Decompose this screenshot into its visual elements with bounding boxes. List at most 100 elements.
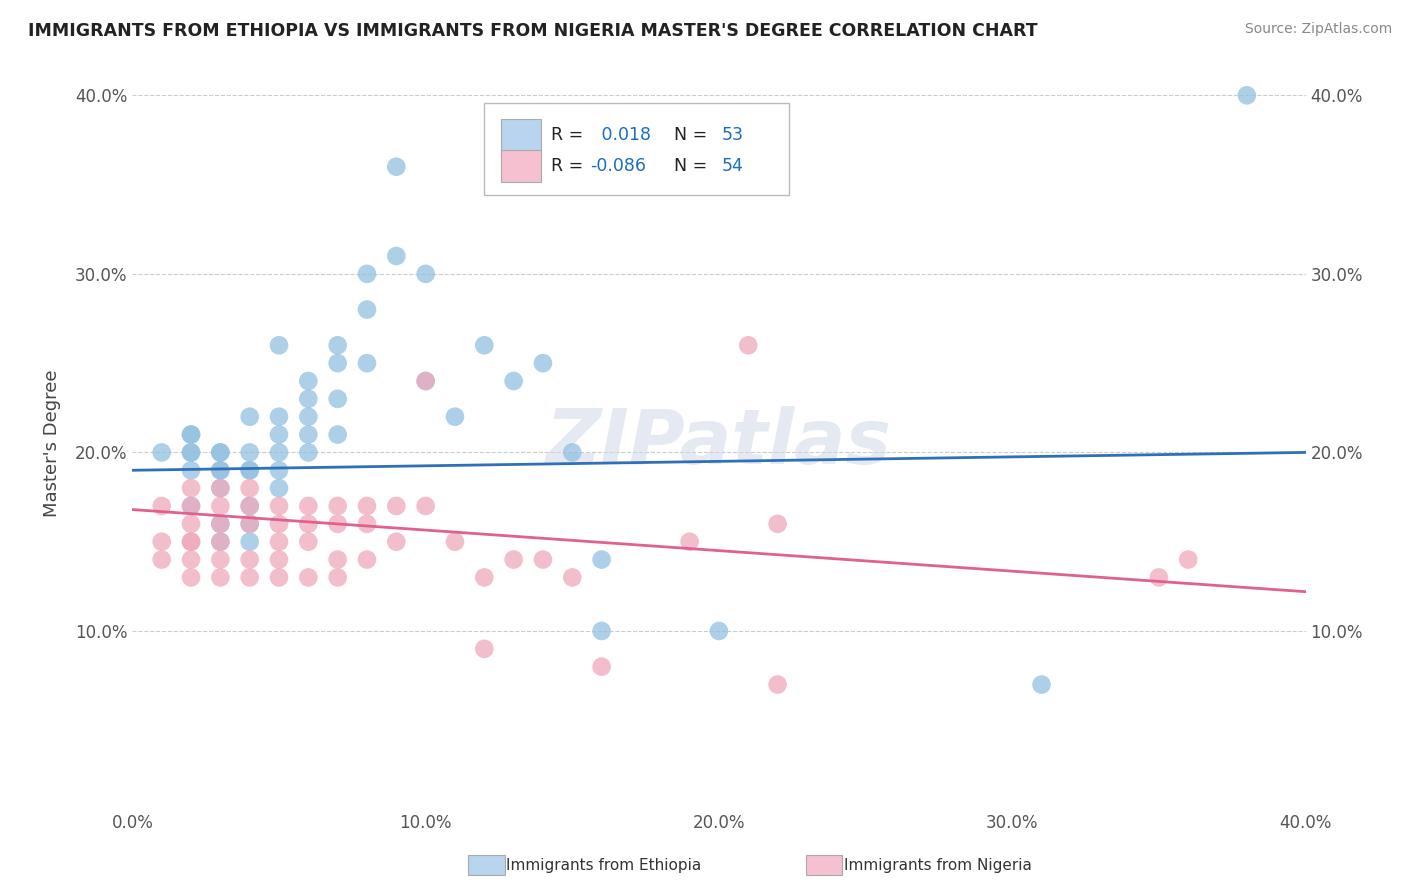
Point: [385, 534, 408, 549]
Point: [356, 499, 378, 513]
Point: [707, 624, 730, 638]
Point: [297, 427, 319, 442]
Point: [239, 499, 262, 513]
Point: [150, 499, 173, 513]
Point: [267, 409, 290, 424]
Point: [239, 570, 262, 584]
Point: [385, 499, 408, 513]
Text: N =: N =: [662, 157, 713, 175]
Point: [209, 534, 232, 549]
Point: [591, 624, 613, 638]
Point: [267, 463, 290, 477]
Point: [180, 516, 202, 531]
Point: [737, 338, 759, 352]
Point: [267, 552, 290, 566]
Point: [209, 570, 232, 584]
Text: R =: R =: [551, 127, 589, 145]
Point: [239, 463, 262, 477]
Text: 53: 53: [721, 127, 744, 145]
Text: Immigrants from Nigeria: Immigrants from Nigeria: [844, 858, 1032, 872]
Point: [591, 552, 613, 566]
Point: [561, 445, 583, 459]
Point: [267, 481, 290, 495]
Point: [180, 552, 202, 566]
Text: 54: 54: [721, 157, 744, 175]
Point: [239, 516, 262, 531]
Point: [1177, 552, 1199, 566]
Point: [180, 481, 202, 495]
Point: [356, 267, 378, 281]
Point: [472, 570, 495, 584]
Text: Source: ZipAtlas.com: Source: ZipAtlas.com: [1244, 22, 1392, 37]
Point: [180, 445, 202, 459]
Point: [267, 499, 290, 513]
Point: [385, 249, 408, 263]
Point: [326, 356, 349, 370]
Point: [180, 534, 202, 549]
Point: [239, 516, 262, 531]
Point: [239, 409, 262, 424]
Point: [239, 463, 262, 477]
Point: [415, 374, 437, 388]
Point: [180, 534, 202, 549]
Point: [297, 516, 319, 531]
Point: [267, 516, 290, 531]
Point: [209, 445, 232, 459]
Point: [326, 499, 349, 513]
FancyBboxPatch shape: [501, 150, 541, 182]
Point: [326, 570, 349, 584]
Point: [531, 356, 554, 370]
Point: [502, 552, 524, 566]
Text: IMMIGRANTS FROM ETHIOPIA VS IMMIGRANTS FROM NIGERIA MASTER'S DEGREE CORRELATION : IMMIGRANTS FROM ETHIOPIA VS IMMIGRANTS F…: [28, 22, 1038, 40]
Point: [209, 534, 232, 549]
Point: [239, 534, 262, 549]
Point: [1236, 88, 1258, 103]
Point: [297, 374, 319, 388]
Text: ZIPatlas: ZIPatlas: [546, 407, 891, 481]
Point: [297, 409, 319, 424]
FancyBboxPatch shape: [484, 103, 789, 194]
Point: [209, 552, 232, 566]
Text: Immigrants from Ethiopia: Immigrants from Ethiopia: [506, 858, 702, 872]
Point: [356, 552, 378, 566]
Point: [591, 659, 613, 673]
Point: [326, 392, 349, 406]
Point: [415, 374, 437, 388]
Point: [561, 570, 583, 584]
Text: 0.018: 0.018: [596, 127, 651, 145]
Point: [297, 534, 319, 549]
Point: [239, 481, 262, 495]
Point: [209, 481, 232, 495]
Point: [1031, 677, 1053, 691]
Point: [180, 463, 202, 477]
Point: [209, 499, 232, 513]
Point: [297, 445, 319, 459]
Point: [415, 499, 437, 513]
Point: [502, 374, 524, 388]
Point: [385, 160, 408, 174]
Point: [150, 552, 173, 566]
Point: [209, 445, 232, 459]
Text: -0.086: -0.086: [591, 157, 645, 175]
Point: [472, 641, 495, 656]
Point: [267, 427, 290, 442]
Point: [209, 516, 232, 531]
Point: [297, 392, 319, 406]
Point: [444, 409, 467, 424]
FancyBboxPatch shape: [501, 120, 541, 152]
Point: [150, 445, 173, 459]
Point: [356, 302, 378, 317]
Point: [209, 463, 232, 477]
Point: [356, 356, 378, 370]
Point: [180, 427, 202, 442]
Point: [444, 534, 467, 549]
Point: [766, 677, 789, 691]
Point: [1147, 570, 1170, 584]
Point: [239, 552, 262, 566]
Point: [472, 338, 495, 352]
Point: [766, 516, 789, 531]
Point: [297, 499, 319, 513]
Point: [267, 570, 290, 584]
Point: [180, 445, 202, 459]
Point: [267, 534, 290, 549]
